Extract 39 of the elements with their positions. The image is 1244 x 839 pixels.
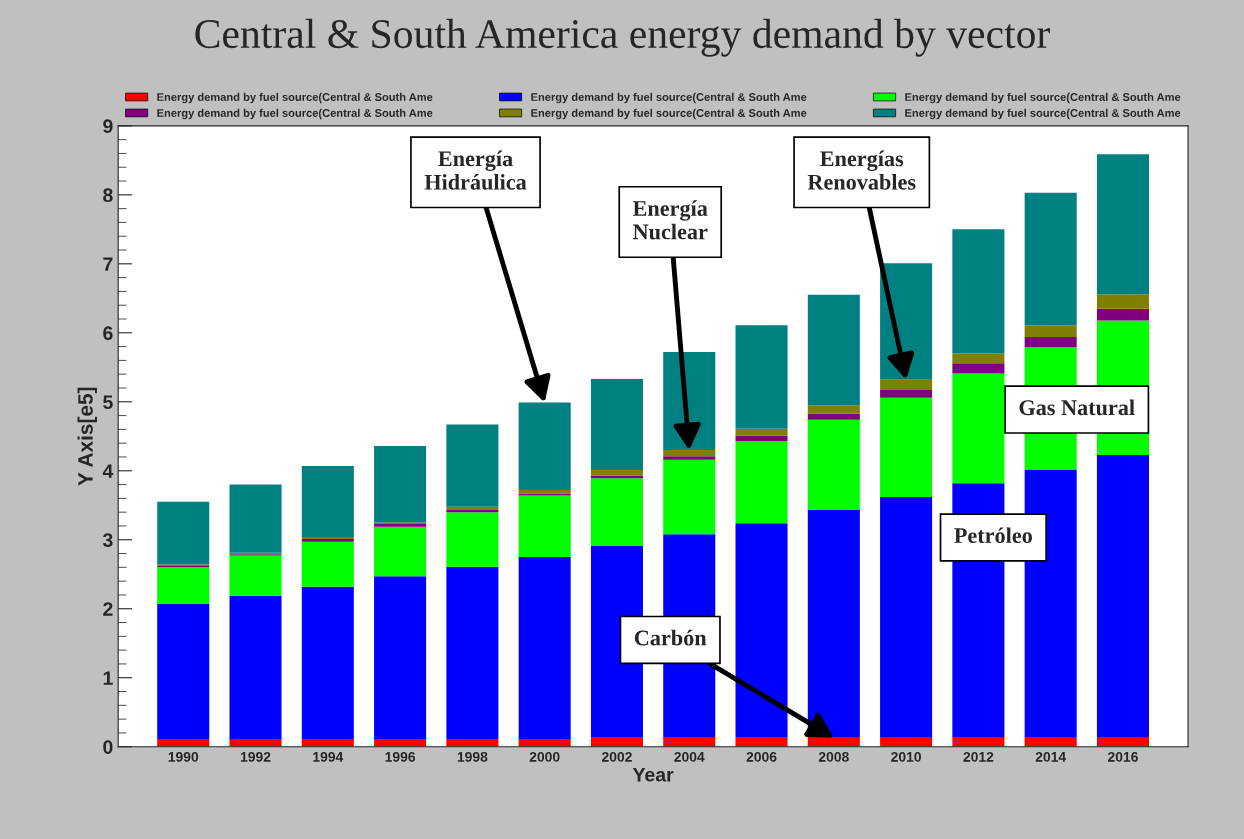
annotation: Energía Hidráulica	[424, 150, 527, 190]
x-tick-label: 2004	[674, 751, 705, 762]
x-tick-label: 1998	[457, 751, 488, 762]
x-tick-label: 1994	[313, 751, 344, 762]
x-tick-label: 2012	[963, 751, 994, 762]
annotation: Petróleo	[954, 527, 1032, 544]
x-tick-label: 2016	[1108, 751, 1138, 762]
legend-label: Energy demand by fuel source(Central & South Ame	[157, 108, 433, 120]
x-axis-title: Year	[632, 768, 674, 782]
y-tick-label: 5	[103, 395, 113, 410]
legend-label: Energy demand by fuel source(Central & South Ame	[531, 92, 807, 104]
annotation: Gas Natural	[1019, 399, 1135, 416]
x-tick-label: 2014	[1035, 751, 1067, 762]
x-tick-label: 2000	[529, 751, 560, 762]
y-tick-label: 6	[103, 326, 113, 341]
x-tick-label: 2008	[818, 751, 849, 762]
x-tick-label: 1990	[168, 751, 199, 762]
annotation: Energía Nuclear	[632, 200, 708, 240]
y-tick-label: 9	[103, 119, 113, 134]
legend-label: Energy demand by fuel source(Central & South Ame	[157, 92, 433, 104]
y-tick-label: 7	[103, 257, 113, 271]
legend-label: Energy demand by fuel source(Central & South Ame	[905, 108, 1181, 120]
x-tick-label: 1992	[240, 751, 271, 762]
y-tick-label: 3	[102, 533, 113, 548]
chart-title: Central & South America energy demand by vector	[195, 18, 1050, 57]
y-tick-label: 4	[102, 464, 114, 478]
legend-label: Energy demand by fuel source(Central & South Ame	[905, 92, 1181, 104]
x-tick-label: 1996	[385, 751, 416, 762]
x-tick-label: 2006	[746, 751, 777, 762]
y-axis-title: Y Axis[e5]	[77, 387, 97, 486]
annotation: Energías Renovables	[807, 150, 916, 190]
y-tick-label: 1	[103, 671, 113, 685]
y-tick-label: 0	[103, 740, 113, 754]
legend-label: Energy demand by fuel source(Central & South Ame	[531, 108, 807, 120]
x-tick-label: 2002	[601, 751, 632, 762]
y-tick-label: 2	[103, 602, 113, 616]
y-tick-label: 8	[103, 188, 113, 203]
annotation: Carbón	[634, 629, 707, 646]
x-tick-label: 2010	[891, 751, 921, 762]
